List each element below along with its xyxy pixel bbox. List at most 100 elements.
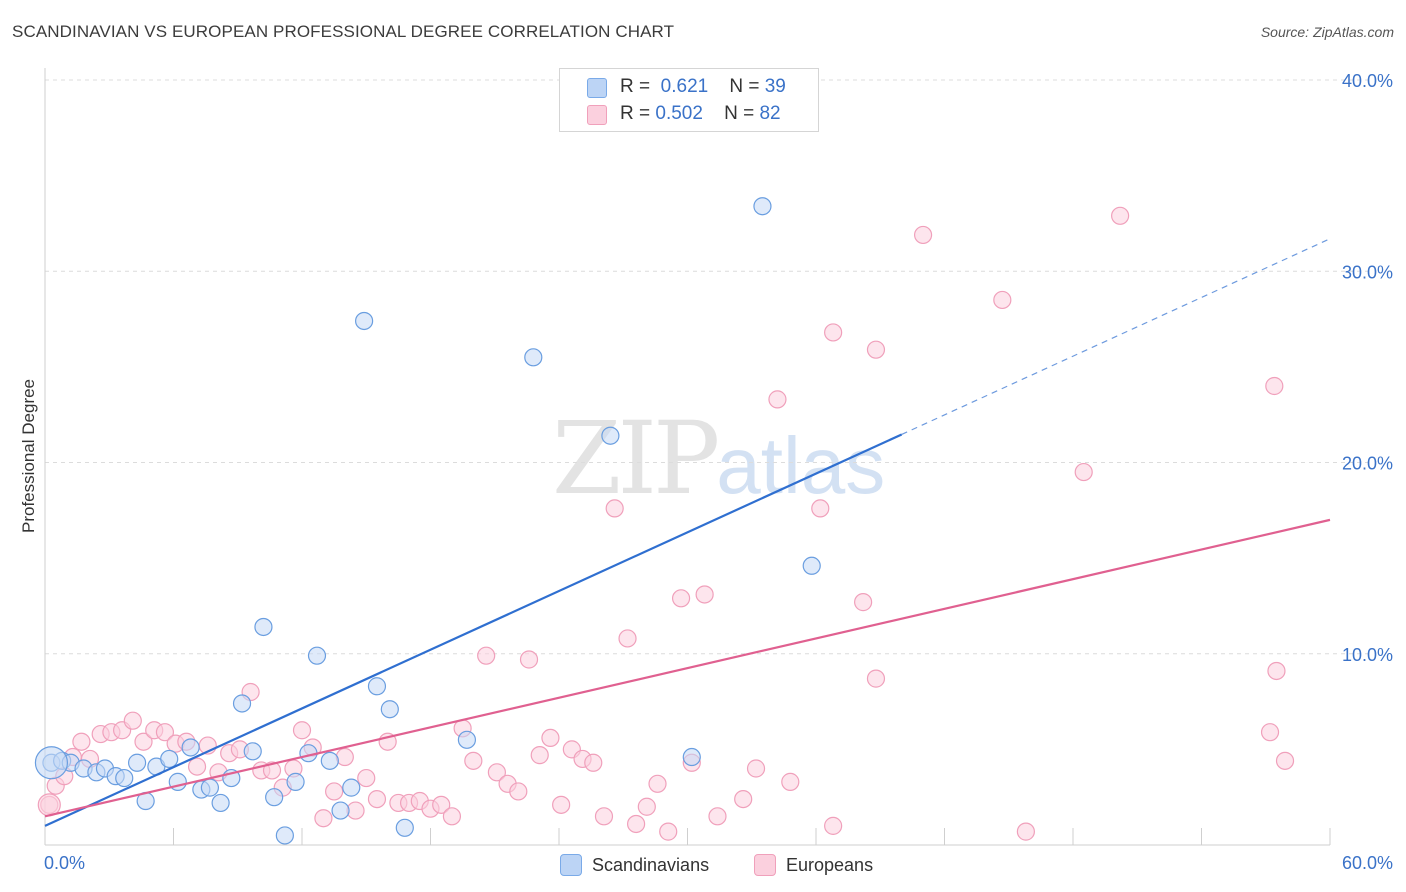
europeans-point [530,746,549,765]
r-label: R = [620,76,651,97]
europeans-point [993,290,1012,310]
europeans-point [605,499,624,518]
axes [44,68,1331,846]
y-tick-label: 20.0% [1342,454,1393,474]
europeans-point [746,759,766,778]
europeans-point [708,807,727,826]
scandinavians-trendline-extension [901,238,1331,435]
n-label: N = [724,103,755,124]
europeans-point [187,757,207,776]
scandinavians-point [802,556,821,575]
y-tick-label: 40.0% [1342,71,1393,91]
europeans-point [123,711,142,730]
scandinavians-point [753,197,772,216]
n-value: 82 [759,103,781,124]
europeans-point [292,721,312,740]
europeans-point [824,323,843,342]
scandinavians-point [342,778,361,797]
europeans-point [541,728,560,748]
scandinavians-point [243,742,262,761]
scandinavians-point [232,694,252,713]
europeans-point [464,751,483,770]
scandinavians-point [115,768,134,788]
europeans-point [824,816,843,835]
scandinavians-swatch [587,78,607,98]
bottom-legend-europeans[interactable]: Europeans [754,852,873,878]
europeans-point [335,747,354,767]
europeans-point [432,795,451,814]
europeans-points [37,206,1295,841]
y-tick-label: 10.0% [1342,645,1393,665]
europeans-point [734,789,753,809]
scandinavians-point [601,426,620,445]
legend-label: Scandinavians [592,854,710,875]
y-tick-label: 30.0% [1342,262,1393,282]
europeans-point [155,723,175,742]
scandinavians-point [181,738,200,757]
europeans-point [626,814,646,834]
scandinavians-trendline [44,433,903,827]
y-axis-label: Professional Degree [19,379,38,533]
europeans-point [637,797,656,816]
watermark: ZIPatlas [552,400,885,517]
scandinavians-point [524,348,543,367]
r-value: 0.502 [655,103,703,124]
europeans-point [866,669,886,688]
chart-title: SCANDINAVIAN VS EUROPEAN PROFESSIONAL DE… [12,22,675,41]
scandinavians-point [380,700,399,719]
scandinavians-point [307,646,327,665]
europeans-point [781,772,800,791]
r-value: 0.621 [660,76,709,97]
scandinavians-points [34,197,821,845]
legend-label: Europeans [786,854,874,875]
scandinavians-point [395,818,414,837]
europeans-point [584,753,603,772]
europeans-point [442,807,462,826]
europeans-point [594,807,614,826]
n-label: N = [729,76,760,97]
europeans-point [659,822,678,841]
europeans-point [648,774,667,793]
scandinavians-point [200,778,220,797]
scandinavians-point [682,747,701,767]
correlation-legend: R = 0.621 N = 39 R = 0.502 N = 82 [559,68,819,132]
europeans-point [519,650,539,669]
x-tick-label: 0.0% [44,853,85,873]
europeans-point [325,782,344,801]
grid-lines [45,79,1370,655]
scandinavians-point [265,788,284,807]
scandinavians-point [34,746,69,780]
europeans-swatch [587,105,607,125]
source-credit: Source: ZipAtlas.com [1261,24,1394,40]
watermark-zip: ZIP [552,400,720,517]
legend-text-europeans: R = 0.502 N = 82 [620,103,781,125]
europeans-point [811,499,830,518]
europeans-point [134,732,153,751]
source-label: Source: [1260,24,1310,40]
europeans-point [866,340,886,359]
europeans-point [1267,661,1286,681]
scandinavians-swatch [560,854,582,876]
europeans-swatch [754,854,776,876]
europeans-point [854,593,873,612]
scandinavians-point [367,677,387,696]
europeans-point [1016,822,1035,841]
europeans-point [695,585,714,604]
europeans-point [1265,376,1284,396]
europeans-point [1074,462,1093,482]
axis-labels: 10.0% 20.0% 30.0% 40.0% 0.0% 60.0% Professiona… [19,71,1393,873]
europeans-point [262,761,282,780]
trend-lines [44,238,1331,827]
r-label: R = [620,103,651,124]
n-value: 39 [764,76,786,97]
bottom-legend-scandinavians[interactable]: Scandinavians [560,852,709,878]
europeans-point [1111,206,1130,225]
europeans-point [913,225,933,245]
scandinavians-point [160,749,179,769]
europeans-point [618,629,637,648]
europeans-point [671,589,691,608]
europeans-point [509,782,528,801]
source-value[interactable]: ZipAtlas.com [1313,24,1394,40]
scandinavians-point [355,311,374,331]
